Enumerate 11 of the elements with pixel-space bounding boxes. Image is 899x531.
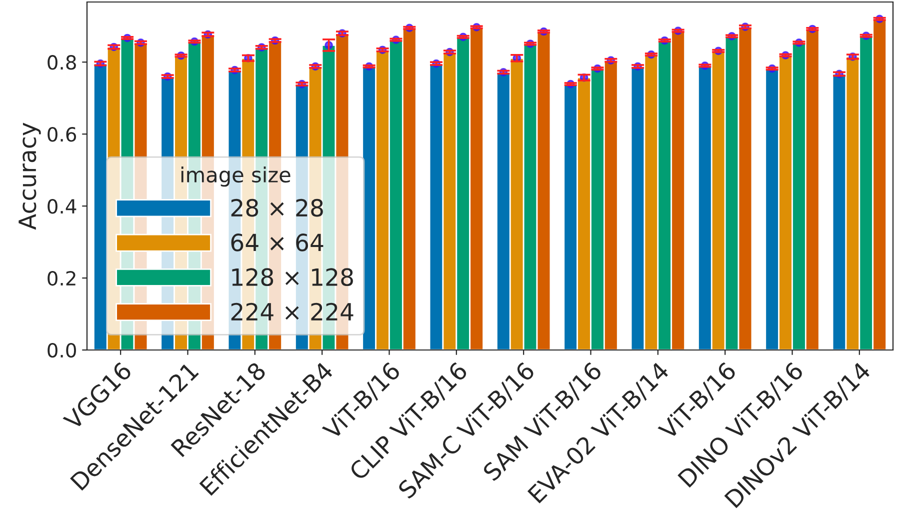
y-tick-label: 0.2	[48, 270, 76, 286]
y-tick-label: 0.0	[48, 342, 76, 358]
y-tick-label: 0.4	[48, 199, 76, 214]
y-tick-label: 0.8	[48, 55, 76, 70]
y-tick-label: 0.6	[48, 127, 76, 142]
legend-title: image size	[181, 166, 290, 187]
legend-label: 128 × 128	[232, 268, 353, 286]
legend-label: 28 × 28	[231, 198, 323, 217]
y-axis-title: Accuracy	[18, 122, 41, 230]
legend-label: 224 × 224	[231, 302, 354, 320]
legend-label: 64 × 64	[231, 234, 324, 252]
